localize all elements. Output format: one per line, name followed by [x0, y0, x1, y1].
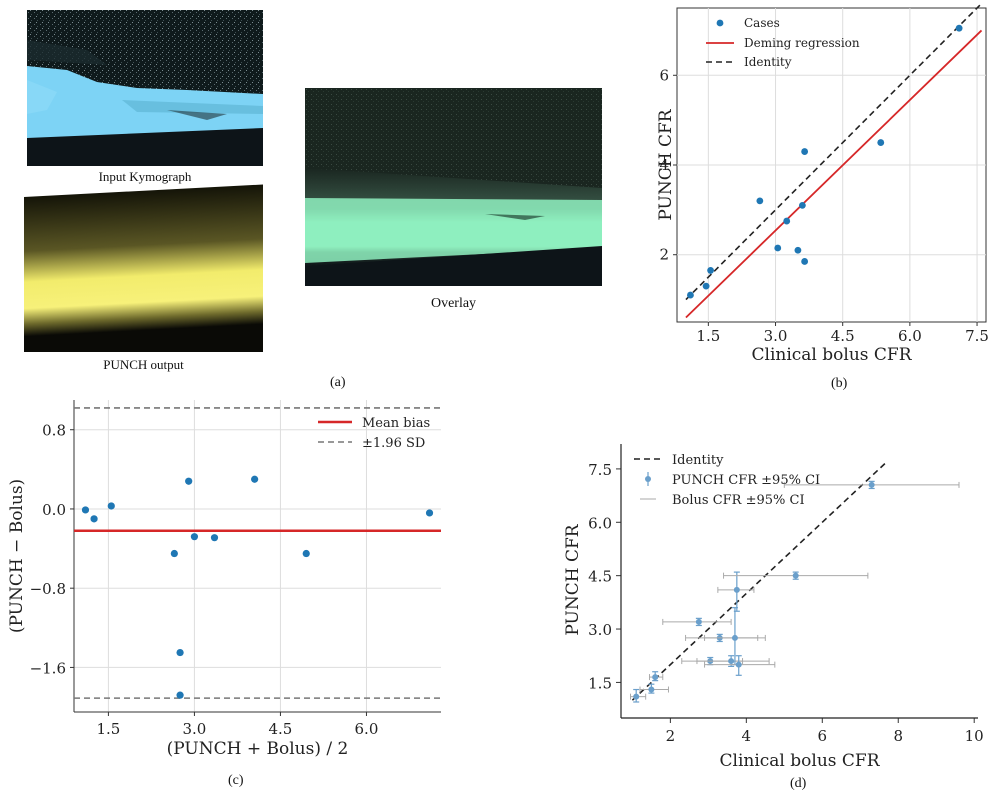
panel-label-a: (a) [330, 375, 346, 390]
y-axis-label: (PUNCH − Bolus) [7, 479, 27, 633]
legend-marker-cases [716, 19, 724, 27]
legend-label-identity: Identity [744, 55, 792, 69]
deming-regression-line [685, 29, 983, 319]
difference-point [170, 549, 178, 558]
difference-point [176, 691, 184, 699]
overlay-caption: Overlay [430, 296, 477, 311]
difference-point [302, 549, 310, 558]
legend-marker-punch-point [645, 476, 651, 482]
y-tick-label: 4.5 [588, 568, 612, 586]
y-tick-label: −1.6 [30, 659, 66, 677]
x-tick-label: 2 [666, 727, 676, 745]
y-tick-label: 0.8 [42, 422, 66, 440]
legend-label-bolus-ci: Bolus CFR ±95% CI [672, 493, 805, 508]
x-tick-label: 4.5 [831, 327, 855, 345]
x-tick-label: 7.5 [965, 327, 989, 345]
x-tick-label: 3.0 [182, 720, 206, 738]
case-point [687, 291, 694, 299]
case-point [798, 201, 806, 209]
panel-label-c: (c) [228, 773, 244, 788]
x-tick-label: 8 [893, 727, 903, 745]
input-kymograph-caption: Input Kymograph [98, 169, 192, 184]
x-tick-label: 6.0 [898, 327, 922, 345]
legend-label-punch-ci: PUNCH CFR ±95% CI [672, 473, 820, 488]
punch-output-image [24, 184, 263, 352]
y-tick-label: 0.0 [42, 501, 66, 519]
y-tick-label: 3.0 [588, 621, 612, 639]
x-tick-label: 6.0 [355, 720, 379, 738]
case-point [877, 139, 885, 146]
case-point [707, 267, 714, 274]
x-axis-label: Clinical bolus CFR [720, 751, 881, 771]
difference-point [185, 477, 193, 485]
x-tick-label: 1.5 [696, 327, 720, 345]
difference-point [81, 506, 90, 514]
legend-label-deming: Deming regression [744, 36, 860, 50]
x-tick-label: 6 [818, 727, 828, 745]
x-tick-label: 4.5 [269, 720, 293, 738]
identity-line [631, 461, 888, 701]
case-point [735, 661, 742, 668]
x-tick-label: 10 [965, 727, 984, 745]
case-point [731, 634, 738, 641]
case-point [728, 658, 735, 665]
case-point [733, 586, 740, 593]
punch-output-caption: PUNCH output [103, 357, 184, 372]
x-axis-label: Clinical bolus CFR [752, 345, 913, 365]
x-tick-label: 4 [742, 727, 752, 745]
difference-point [210, 534, 219, 542]
y-tick-label: 2 [659, 246, 669, 264]
input-kymograph-image [27, 10, 263, 166]
case-point [648, 686, 655, 693]
case-point [801, 148, 809, 155]
difference-point [425, 509, 434, 517]
case-point [633, 693, 640, 700]
y-axis-label: PUNCH CFR [563, 523, 583, 635]
legend-label-identity: Identity [672, 453, 724, 468]
difference-point [90, 515, 98, 523]
case-point [756, 197, 764, 205]
difference-point [251, 475, 259, 483]
case-point [792, 572, 799, 579]
x-axis-label: (PUNCH + Bolus) / 2 [167, 739, 349, 759]
case-point [695, 618, 702, 625]
x-tick-label: 1.5 [96, 720, 120, 738]
legend-label-sd: ±1.96 SD [362, 436, 425, 451]
y-tick-label: 6 [659, 66, 669, 84]
case-point [702, 282, 710, 290]
y-tick-label: 1.5 [588, 674, 612, 692]
case-point [652, 674, 659, 681]
case-point [801, 258, 809, 265]
y-tick-label: 4 [659, 156, 669, 174]
case-point [774, 244, 782, 252]
difference-point [107, 502, 115, 510]
y-axis-label: PUNCH CFR [656, 108, 676, 220]
legend-label-mean-bias: Mean bias [362, 416, 430, 431]
panel-label-d: (d) [790, 776, 807, 791]
overlay-image [305, 88, 602, 286]
difference-point [190, 533, 199, 541]
x-tick-label: 3.0 [764, 327, 788, 345]
case-point [955, 24, 963, 32]
y-tick-label: −0.8 [30, 580, 66, 598]
case-point [868, 481, 875, 488]
y-tick-label: 6.0 [588, 514, 612, 532]
panel-label-b: (b) [831, 376, 848, 391]
legend-label-cases: Cases [744, 16, 780, 30]
case-point [794, 246, 802, 254]
y-tick-label: 7.5 [588, 461, 612, 479]
case-point [783, 217, 791, 225]
difference-point [176, 648, 184, 657]
